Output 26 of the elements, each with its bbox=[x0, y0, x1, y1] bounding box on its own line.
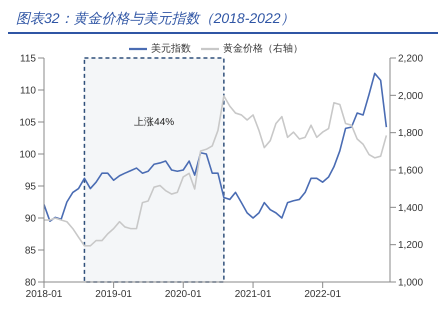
y-tick-label: 95 bbox=[24, 182, 36, 193]
y2-tick-label: 2,200 bbox=[398, 54, 424, 65]
y2-tick-label: 1,200 bbox=[398, 240, 424, 252]
y-tick-label: 115 bbox=[20, 54, 36, 65]
chart-title: 图表32：黄金价格与美元指数（2018-2022） bbox=[8, 8, 438, 34]
y-tick-label: 90 bbox=[24, 214, 36, 225]
y2-tick-label: 1,000 bbox=[398, 278, 424, 289]
band-label: 上涨44% bbox=[134, 116, 174, 128]
legend-label: 黄金价格（右轴） bbox=[223, 44, 303, 55]
x-tick-label: 2022-01 bbox=[304, 289, 342, 300]
y2-tick-label: 1,400 bbox=[398, 202, 424, 214]
line-series bbox=[44, 95, 388, 247]
y2-tick-label: 1,800 bbox=[398, 128, 424, 140]
legend-label: 美元指数 bbox=[151, 44, 191, 55]
y-tick-label: 110 bbox=[20, 86, 36, 97]
y-tick-label: 100 bbox=[19, 150, 36, 161]
x-tick-label: 2019-01 bbox=[95, 289, 132, 300]
line-series bbox=[44, 72, 388, 222]
y-tick-label: 80 bbox=[24, 278, 36, 289]
y2-tick-label: 1,600 bbox=[398, 166, 424, 177]
x-tick-label: 2020-01 bbox=[164, 289, 202, 300]
y2-tick-label: 2,000 bbox=[398, 90, 424, 102]
y-tick-label: 85 bbox=[24, 246, 36, 257]
x-tick-label: 2021-01 bbox=[234, 289, 272, 300]
x-tick-label: 2018-01 bbox=[26, 289, 63, 300]
y-tick-label: 105 bbox=[19, 118, 36, 129]
